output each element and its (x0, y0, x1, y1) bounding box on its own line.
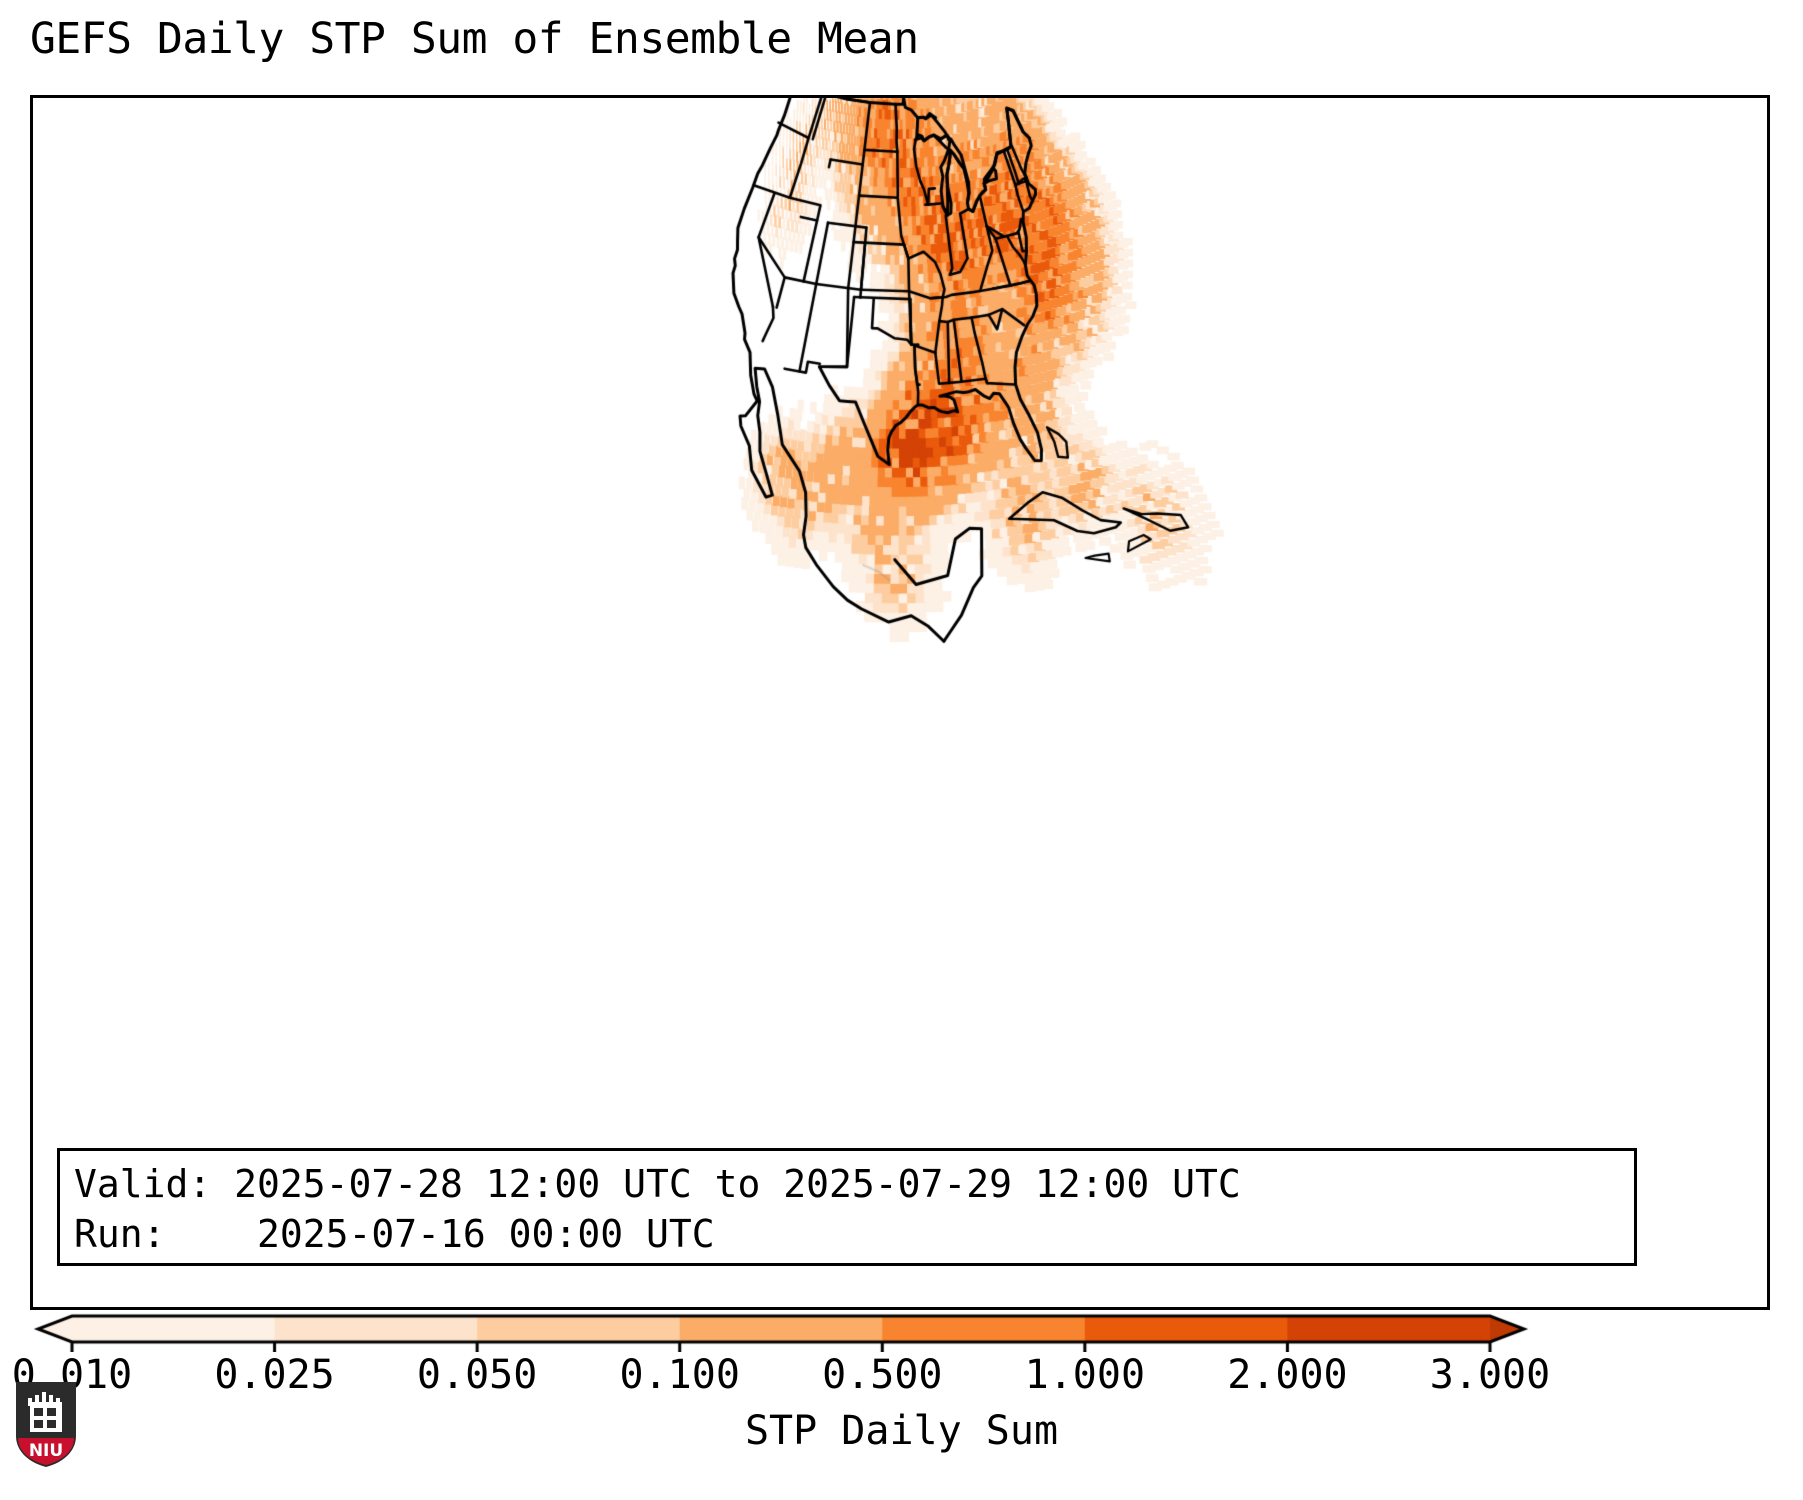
page-title: GEFS Daily STP Sum of Ensemble Mean (30, 14, 919, 64)
colorbar-tick-4: 0.500 (822, 1352, 943, 1398)
colorbar-axis-title: STP Daily Sum (744, 1408, 1059, 1454)
niu-logo: NIU (16, 1382, 76, 1467)
colorbar-tick-6: 2.000 (1227, 1352, 1348, 1398)
colorbar-canvas (0, 1312, 1803, 1352)
colorbar-tick-7: 3.000 (1429, 1352, 1551, 1398)
colorbar-tick-1: 0.025 (214, 1352, 335, 1398)
map-panel (30, 95, 1770, 1310)
colorbar (0, 1312, 1803, 1352)
niu-logo-text: NIU (29, 1441, 63, 1461)
colorbar-tick-5: 1.000 (1024, 1352, 1146, 1398)
map-heatmap-canvas (33, 98, 1767, 1307)
colorbar-tick-2: 0.050 (416, 1352, 538, 1398)
info-box: Valid: 2025-07-28 12:00 UTC to 2025-07-2… (57, 1148, 1637, 1266)
valid-time-text: Valid: 2025-07-28 12:00 UTC to 2025-07-2… (74, 1162, 1241, 1206)
run-time-text: Run: 2025-07-16 00:00 UTC (74, 1212, 715, 1256)
colorbar-tick-labels: 0.010 0.025 0.050 0.100 0.500 1.000 2.000 3.000 (0, 1352, 1803, 1400)
colorbar-tick-3: 0.100 (619, 1352, 740, 1398)
